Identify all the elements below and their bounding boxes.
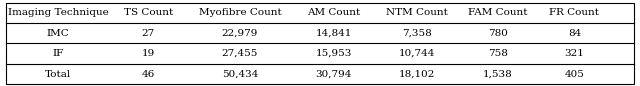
Text: 27: 27: [141, 29, 155, 38]
Text: Imaging Technique: Imaging Technique: [8, 8, 108, 17]
Text: 22,979: 22,979: [222, 29, 258, 38]
Text: 50,434: 50,434: [222, 70, 258, 79]
Text: 15,953: 15,953: [316, 49, 352, 58]
Text: FAM Count: FAM Count: [468, 8, 527, 17]
Text: 14,841: 14,841: [316, 29, 352, 38]
Text: TS Count: TS Count: [124, 8, 173, 17]
Text: IF: IF: [52, 49, 63, 58]
Text: AM Count: AM Count: [307, 8, 360, 17]
Text: 405: 405: [564, 70, 584, 79]
Text: 46: 46: [141, 70, 155, 79]
Text: 19: 19: [141, 49, 155, 58]
Text: Total: Total: [45, 70, 71, 79]
Text: 780: 780: [488, 29, 508, 38]
Text: NTM Count: NTM Count: [386, 8, 448, 17]
Text: 758: 758: [488, 49, 508, 58]
Text: Myofibre Count: Myofibre Count: [198, 8, 282, 17]
Text: 84: 84: [568, 29, 581, 38]
Text: 1,538: 1,538: [483, 70, 513, 79]
Text: 321: 321: [564, 49, 584, 58]
Text: 7,358: 7,358: [402, 29, 432, 38]
Text: FR Count: FR Count: [549, 8, 600, 17]
Text: IMC: IMC: [47, 29, 69, 38]
Text: 10,744: 10,744: [399, 49, 435, 58]
Text: 30,794: 30,794: [316, 70, 352, 79]
Text: 27,455: 27,455: [222, 49, 258, 58]
Text: 18,102: 18,102: [399, 70, 435, 79]
